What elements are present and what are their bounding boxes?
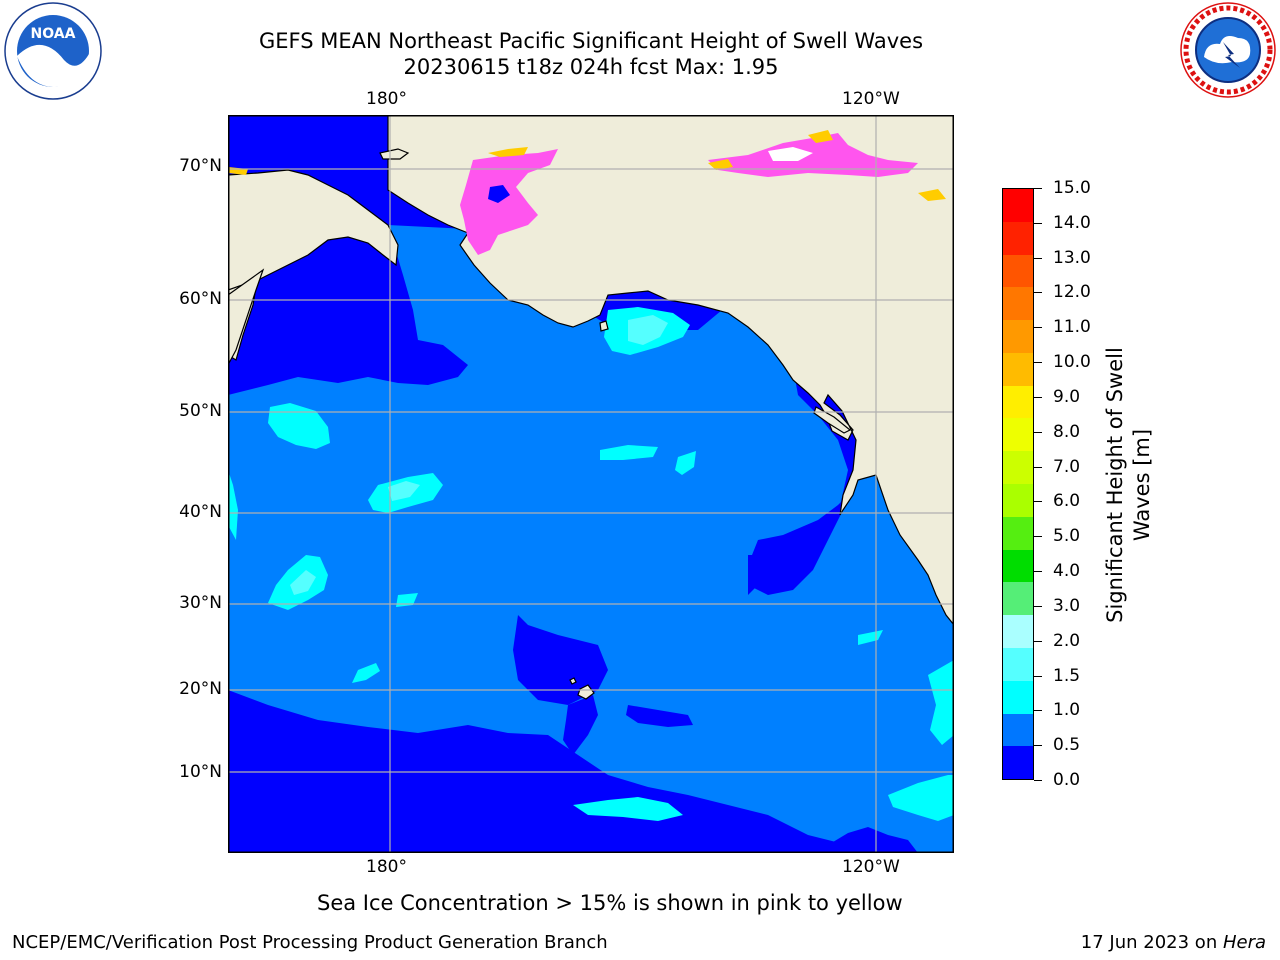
colorbar-tick-label: 12.0: [1053, 282, 1091, 303]
colorbar-segment: [1003, 287, 1033, 321]
sea-ice: [228, 130, 946, 255]
colorbar-tick-label: 1.5: [1053, 665, 1081, 686]
colorbar-tick: [1034, 431, 1042, 433]
colorbar-tick-label: 0.0: [1053, 770, 1081, 790]
colorbar-tick: [1034, 466, 1042, 468]
colorbar-tick: [1034, 780, 1042, 781]
lat-label-60n: 60°N: [179, 289, 222, 309]
colorbar-tick: [1034, 396, 1042, 398]
colorbar-segment: [1003, 549, 1033, 583]
sea-ice-note: Sea Ice Concentration > 15% is shown in …: [317, 891, 903, 915]
colorbar-tick-label: 13.0: [1053, 247, 1091, 268]
colorbar-tick: [1034, 571, 1042, 573]
colorbar-segment: [1003, 484, 1033, 517]
colorbar-tick-label: 6.0: [1053, 491, 1081, 512]
colorbar-tick-label: 10.0: [1053, 352, 1091, 373]
colorbar-tick: [1034, 640, 1042, 642]
lon-label-top-180: 180°: [366, 89, 407, 109]
lon-label-bottom-120w: 120°W: [842, 857, 900, 877]
colorbar-tick-label: 5.0: [1053, 526, 1081, 547]
colorbar-segment: [1003, 418, 1033, 452]
colorbar-tick-label: 14.0: [1053, 212, 1091, 233]
colorbar-segment: [1003, 582, 1033, 616]
colorbar-tick: [1034, 188, 1042, 189]
colorbar-segment: [1003, 451, 1033, 485]
nws-logo: [1178, 2, 1278, 98]
colorbar-tick: [1034, 605, 1042, 607]
lat-label-30n: 30°N: [179, 593, 222, 613]
colorbar-segment: [1003, 221, 1033, 255]
lat-label-40n: 40°N: [179, 502, 222, 522]
colorbar-tick: [1034, 675, 1042, 677]
colorbar-segment: [1003, 647, 1033, 681]
colorbar-label: Significant Height of Swell Waves [m]: [1102, 315, 1158, 655]
colorbar-tick-label: 1.0: [1053, 700, 1081, 721]
noaa-logo-text: NOAA: [31, 26, 76, 42]
colorbar-tick-label: 7.0: [1053, 456, 1081, 477]
colorbar-tick: [1034, 327, 1042, 329]
page-title: GEFS MEAN Northeast Pacific Significant …: [258, 29, 924, 53]
colorbar-tick-label: 15.0: [1053, 178, 1091, 198]
lon-label-bottom-180: 180°: [366, 857, 407, 877]
lat-label-10n: 10°N: [179, 762, 222, 782]
forecast-subtitle: 20230615 t18z 024h fcst Max: 1.95: [403, 55, 779, 79]
colorbar-tick-label: 9.0: [1053, 386, 1081, 407]
land-masses: [228, 115, 954, 700]
lat-label-50n: 50°N: [179, 401, 222, 421]
footer-credit: NCEP/EMC/Verification Post Processing Pr…: [12, 932, 608, 953]
colorbar-tick: [1034, 257, 1042, 259]
swell-high-core-2: [388, 481, 420, 501]
colorbar-tick: [1034, 536, 1042, 538]
colorbar-segment: [1003, 713, 1033, 747]
map-panel: [228, 115, 954, 853]
lon-label-top-120w: 120°W: [842, 89, 900, 109]
footer-host: Hera: [1222, 932, 1266, 953]
colorbar-segment: [1003, 680, 1033, 714]
colorbar-tick-label: 0.5: [1053, 735, 1081, 756]
graticule: [228, 115, 954, 853]
noaa-logo: NOAA: [2, 2, 104, 100]
colorbar-segment: [1003, 516, 1033, 550]
colorbar-segment: [1003, 320, 1033, 353]
swell-high-core: [628, 315, 668, 345]
colorbar-segment: [1003, 746, 1033, 780]
footer-date: 17 Jun 2023 on Hera: [1081, 932, 1266, 953]
colorbar-tick: [1034, 745, 1042, 747]
colorbar-segment: [1003, 385, 1033, 419]
colorbar-label-line1: Significant Height of Swell: [1103, 347, 1127, 623]
colorbar-tick-label: 2.0: [1053, 630, 1081, 651]
colorbar-segment: [1003, 189, 1033, 222]
lat-label-20n: 20°N: [179, 679, 222, 699]
colorbar-tick: [1034, 710, 1042, 712]
colorbar-tick: [1034, 222, 1042, 224]
colorbar-tick: [1034, 292, 1042, 294]
colorbar-tick: [1034, 501, 1042, 503]
colorbar-segment: [1003, 352, 1033, 386]
colorbar-tick-label: 8.0: [1053, 421, 1081, 442]
lat-label-70n: 70°N: [179, 156, 222, 176]
colorbar-tick-label: 3.0: [1053, 595, 1081, 616]
colorbar-segment: [1003, 254, 1033, 288]
footer-date-text: 17 Jun 2023 on: [1080, 932, 1223, 953]
colorbar-tick-label: 4.0: [1053, 561, 1081, 582]
colorbar-tick: [1034, 362, 1042, 364]
swell-high-core-3: [290, 570, 316, 595]
colorbar: [1002, 188, 1034, 780]
colorbar-segment: [1003, 615, 1033, 648]
colorbar-tick-label: 11.0: [1053, 317, 1091, 338]
colorbar-label-line2: Waves [m]: [1130, 428, 1154, 542]
map-frame: [228, 115, 954, 853]
